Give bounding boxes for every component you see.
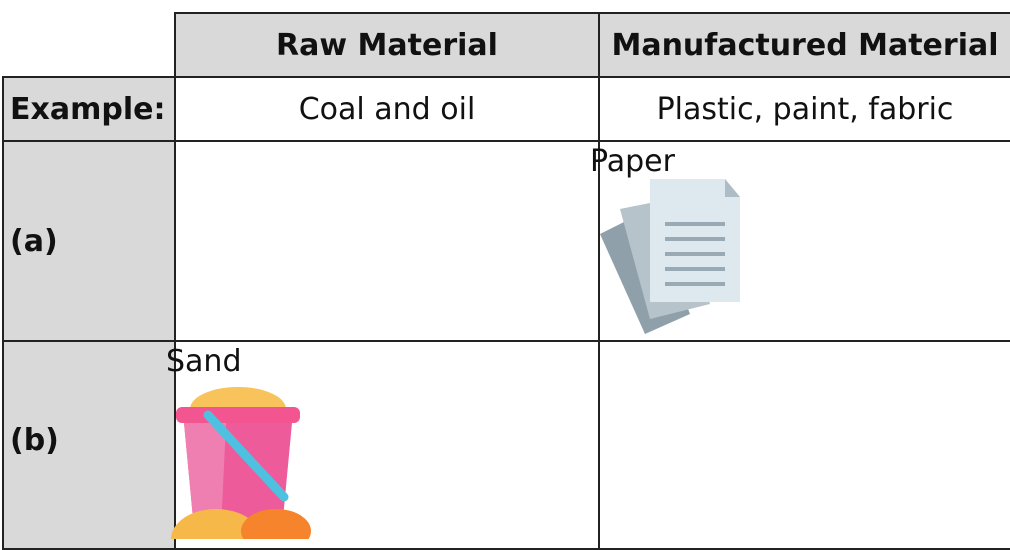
page: Raw Material Manufactured Material Examp… bbox=[0, 0, 1010, 536]
row-label: Example: bbox=[2, 76, 176, 142]
column-header-text: Raw Material bbox=[276, 28, 498, 63]
cell-text: Paper bbox=[590, 144, 675, 179]
cell-text: Plastic, paint, fabric bbox=[657, 92, 954, 127]
cell: Sand bbox=[174, 340, 600, 550]
column-header-text: Manufactured Material bbox=[611, 28, 998, 63]
sand-bucket-icon bbox=[166, 379, 316, 539]
paper-icon bbox=[590, 179, 750, 334]
row-label: (b) bbox=[2, 340, 176, 550]
column-header: Raw Material bbox=[174, 12, 600, 78]
cell: Coal and oil bbox=[174, 76, 600, 142]
row-label-text: (b) bbox=[10, 423, 59, 458]
row-label-text: Example: bbox=[10, 92, 165, 127]
cell: Plastic, paint, fabric bbox=[598, 76, 1010, 142]
row-label-text: (a) bbox=[10, 224, 58, 259]
cell-text: Coal and oil bbox=[299, 92, 476, 127]
cell: Paper bbox=[598, 140, 1010, 342]
cell bbox=[598, 340, 1010, 550]
column-header: Manufactured Material bbox=[598, 12, 1010, 78]
cell-text: Sand bbox=[166, 344, 241, 379]
cell bbox=[174, 140, 600, 342]
row-label: (a) bbox=[2, 140, 176, 342]
